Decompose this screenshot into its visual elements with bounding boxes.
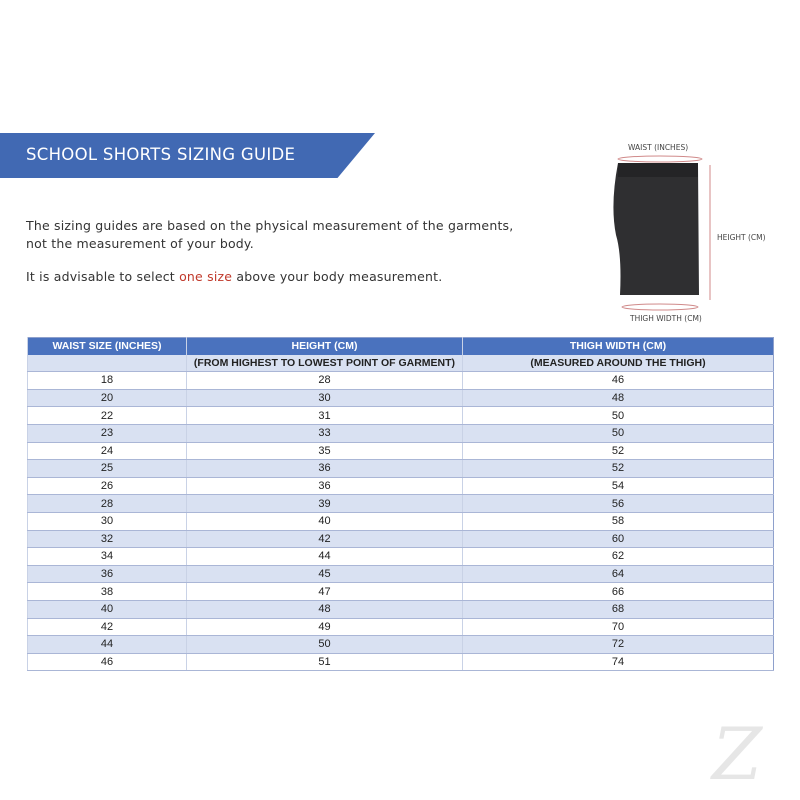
waist-label: WAIST (INCHES) xyxy=(628,143,689,152)
header-height: HEIGHT (CM) xyxy=(186,337,463,355)
thigh-cell: 62 xyxy=(462,547,774,566)
height-label: HEIGHT (CM) xyxy=(717,233,766,242)
advice-post: above your body measurement. xyxy=(232,269,443,284)
waist-cell: 20 xyxy=(27,389,187,408)
table-row: 42 49 70 xyxy=(27,618,774,637)
waist-cell: 42 xyxy=(27,618,187,637)
advice-pre: It is advisable to select xyxy=(26,269,180,284)
subheader-row: (FROM HIGHEST TO LOWEST POINT OF GARMENT… xyxy=(27,354,774,373)
waist-cell: 22 xyxy=(27,406,187,425)
table-row: 18 28 46 xyxy=(27,371,774,390)
sizing-table: WAIST SIZE (INCHES) HEIGHT (CM) THIGH WI… xyxy=(27,337,774,672)
waist-cell: 28 xyxy=(27,494,187,513)
height-cell: 51 xyxy=(186,653,463,672)
height-cell: 35 xyxy=(186,442,463,461)
height-cell: 44 xyxy=(186,547,463,566)
thigh-label: THIGH WIDTH (CM) xyxy=(630,314,702,323)
waist-cell: 18 xyxy=(27,371,187,390)
waist-cell: 24 xyxy=(27,442,187,461)
thigh-cell: 48 xyxy=(462,389,774,408)
table-row: 24 35 52 xyxy=(27,442,774,461)
table-row: 38 47 66 xyxy=(27,582,774,601)
height-cell: 45 xyxy=(186,565,463,584)
waist-cell: 25 xyxy=(27,459,187,478)
header-waist: WAIST SIZE (INCHES) xyxy=(27,337,187,355)
thigh-cell: 70 xyxy=(462,618,774,637)
intro-line-2: not the measurement of your body. xyxy=(26,236,254,251)
height-cell: 36 xyxy=(186,459,463,478)
height-cell: 49 xyxy=(186,618,463,637)
height-cell: 42 xyxy=(186,530,463,549)
height-cell: 50 xyxy=(186,635,463,654)
table-row: 46 51 74 xyxy=(27,653,774,672)
subheader-thigh: (MEASURED AROUND THE THIGH) xyxy=(462,354,774,373)
table-row: 36 45 64 xyxy=(27,565,774,584)
waist-cell: 26 xyxy=(27,477,187,496)
table-row: 25 36 52 xyxy=(27,459,774,478)
waist-cell: 32 xyxy=(27,530,187,549)
waist-cell: 38 xyxy=(27,582,187,601)
waist-cell: 46 xyxy=(27,653,187,672)
height-cell: 36 xyxy=(186,477,463,496)
height-cell: 39 xyxy=(186,494,463,513)
waist-cell: 30 xyxy=(27,512,187,531)
thigh-cell: 64 xyxy=(462,565,774,584)
table-row: 22 31 50 xyxy=(27,406,774,425)
height-cell: 48 xyxy=(186,600,463,619)
subheader-height: (FROM HIGHEST TO LOWEST POINT OF GARMENT… xyxy=(186,354,463,373)
thigh-cell: 52 xyxy=(462,459,774,478)
title-banner: SCHOOL SHORTS SIZING GUIDE xyxy=(0,133,375,178)
advice-highlight: one size xyxy=(179,269,233,284)
intro-line-1: The sizing guides are based on the physi… xyxy=(26,218,514,233)
table-row: 40 48 68 xyxy=(27,600,774,619)
table-row: 32 42 60 xyxy=(27,530,774,549)
table-row: 20 30 48 xyxy=(27,389,774,408)
thigh-cell: 60 xyxy=(462,530,774,549)
thigh-cell: 46 xyxy=(462,371,774,390)
waist-cell: 34 xyxy=(27,547,187,566)
thigh-cell: 68 xyxy=(462,600,774,619)
height-cell: 31 xyxy=(186,406,463,425)
waist-cell: 23 xyxy=(27,424,187,443)
shorts-illustration-icon xyxy=(613,155,711,311)
table-row: 44 50 72 xyxy=(27,635,774,654)
intro-text: The sizing guides are based on the physi… xyxy=(26,217,513,253)
height-cell: 28 xyxy=(186,371,463,390)
height-cell: 47 xyxy=(186,582,463,601)
height-cell: 30 xyxy=(186,389,463,408)
thigh-cell: 50 xyxy=(462,406,774,425)
advice-text: It is advisable to select one size above… xyxy=(26,269,442,284)
subheader-waist xyxy=(27,354,187,373)
table-row: 34 44 62 xyxy=(27,547,774,566)
waist-cell: 36 xyxy=(27,565,187,584)
header-row: WAIST SIZE (INCHES) HEIGHT (CM) THIGH WI… xyxy=(27,337,774,355)
waist-cell: 44 xyxy=(27,635,187,654)
shorts-diagram: WAIST (INCHES) HEIGHT (CM) THIGH WIDTH (… xyxy=(600,135,800,325)
watermark-logo: Z xyxy=(712,712,763,796)
table-row: 28 39 56 xyxy=(27,494,774,513)
thigh-cell: 50 xyxy=(462,424,774,443)
table-row: 30 40 58 xyxy=(27,512,774,531)
page-title: SCHOOL SHORTS SIZING GUIDE xyxy=(26,145,296,164)
thigh-cell: 54 xyxy=(462,477,774,496)
table-row: 23 33 50 xyxy=(27,424,774,443)
thigh-cell: 58 xyxy=(462,512,774,531)
thigh-cell: 66 xyxy=(462,582,774,601)
height-cell: 33 xyxy=(186,424,463,443)
table-row: 26 36 54 xyxy=(27,477,774,496)
height-cell: 40 xyxy=(186,512,463,531)
thigh-cell: 72 xyxy=(462,635,774,654)
waist-cell: 40 xyxy=(27,600,187,619)
thigh-cell: 56 xyxy=(462,494,774,513)
thigh-cell: 52 xyxy=(462,442,774,461)
header-thigh: THIGH WIDTH (CM) xyxy=(462,337,774,355)
thigh-cell: 74 xyxy=(462,653,774,672)
